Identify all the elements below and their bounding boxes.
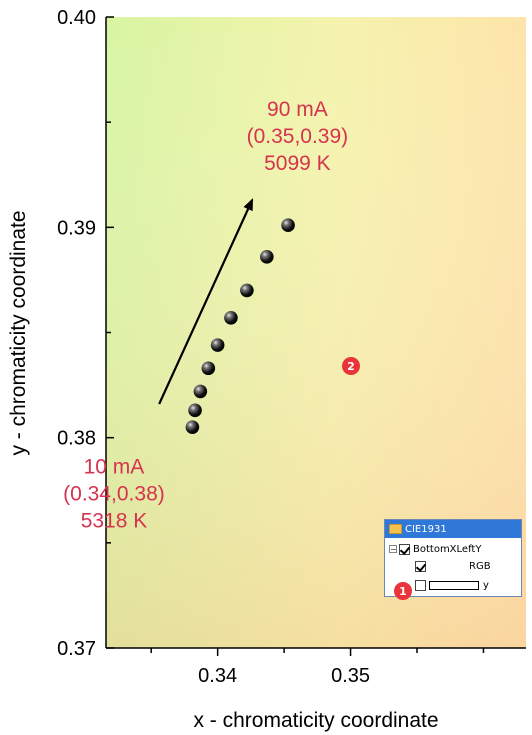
- layer-panel-header[interactable]: CIE1931: [385, 520, 521, 538]
- data-point: [260, 249, 274, 264]
- annotation-text: 90 mA: [267, 98, 328, 121]
- data-point: [188, 403, 202, 418]
- y-tick-label: 0.37: [57, 638, 96, 660]
- annotation-text: (0.34,0.38): [63, 482, 165, 505]
- badge-2: 2: [342, 357, 360, 375]
- folder-icon: [389, 524, 402, 534]
- annotation-text: 5099 K: [264, 152, 331, 175]
- data-points: [185, 218, 295, 434]
- annotation-text: (0.35,0.39): [247, 125, 349, 148]
- x-tick-label: 0.35: [331, 665, 370, 687]
- y-tick-label: 0.40: [57, 7, 96, 29]
- y-axis-title: y - chromaticity coordinate: [7, 210, 30, 455]
- layer-panel: CIE1931 − BottomXLeftY RGB y: [384, 519, 522, 597]
- layer-checkbox-bottomxlefty[interactable]: [399, 543, 410, 555]
- layer-checkbox-y[interactable]: [415, 579, 426, 591]
- layer-panel-title: CIE1931: [405, 523, 447, 535]
- data-point: [281, 218, 295, 233]
- y-tick-label: 0.38: [57, 428, 96, 450]
- annotation-block: 90 mA (0.35,0.39) 5099 K: [247, 98, 349, 175]
- x-tick-label: 0.34: [198, 665, 237, 687]
- annotations: 90 mA (0.35,0.39) 5099 K 10 mA (0.34,0.38) 53…: [63, 98, 348, 533]
- layer-row-y[interactable]: y: [415, 577, 489, 593]
- badge-1: 1: [394, 582, 412, 600]
- layer-row-rgb[interactable]: RGB: [415, 558, 491, 574]
- tick-labels: 0.37 0.38 0.39 0.40 0.34 0.35: [57, 7, 370, 687]
- data-point: [185, 420, 200, 434]
- data-point: [240, 283, 254, 298]
- annotation-block: 10 mA (0.34,0.38) 5318 K: [63, 455, 165, 532]
- collapse-icon[interactable]: −: [389, 545, 397, 554]
- trend-arrow: [158, 198, 254, 405]
- layer-label-rgb: RGB: [469, 560, 491, 572]
- layer-checkbox-rgb[interactable]: [415, 560, 426, 572]
- y-tick-label: 0.39: [57, 217, 96, 239]
- ticks: [106, 16, 485, 656]
- data-point: [193, 384, 208, 399]
- layer-label-y: y: [483, 579, 489, 591]
- annotation-text: 10 mA: [84, 455, 145, 478]
- annotation-text: 5318 K: [81, 509, 148, 532]
- color-swatch[interactable]: [429, 580, 479, 590]
- data-point: [224, 310, 238, 325]
- data-point: [210, 338, 225, 352]
- layer-label-bottomxlefty: BottomXLeftY: [413, 543, 482, 555]
- x-axis-title: x - chromaticity coordinate: [193, 709, 438, 732]
- data-point: [201, 361, 216, 376]
- layer-row-bottomxlefty[interactable]: − BottomXLeftY: [389, 541, 481, 557]
